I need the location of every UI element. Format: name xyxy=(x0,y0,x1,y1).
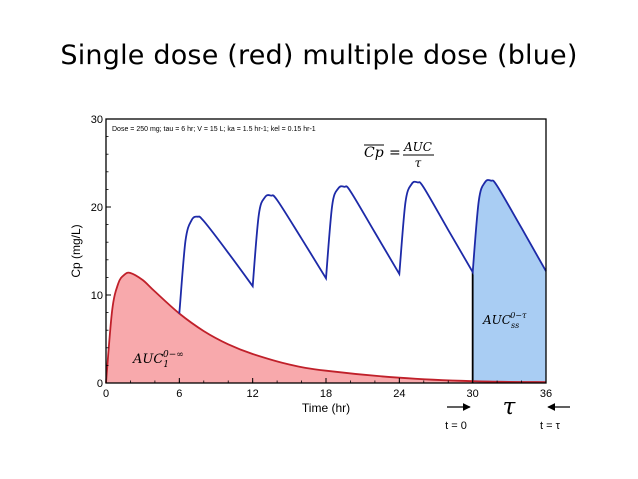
y-tick-label: 30 xyxy=(91,114,103,126)
auc-steady-state-area xyxy=(472,179,546,383)
series-lines xyxy=(105,179,547,384)
y-tick-label: 0 xyxy=(97,378,103,390)
y-axis-title: Cp (mg/L) xyxy=(69,224,83,277)
formula-lhs: Cp xyxy=(364,145,384,161)
axis-ticks: 0 6 12 18 24 30 36 0 10 20 30 xyxy=(91,114,552,400)
x-tick-label: 18 xyxy=(320,388,332,400)
x-axis-title: Time (hr) xyxy=(302,401,350,415)
tau-symbol: τ xyxy=(503,394,517,420)
t0-label: t = 0 xyxy=(445,420,467,432)
x-tick-label: 24 xyxy=(393,388,405,400)
multiple-dose-line xyxy=(178,179,547,314)
auc-single-dose-area xyxy=(106,272,546,383)
auc-steady-state-label: AUCss0−τ xyxy=(482,311,527,330)
single-dose-line xyxy=(105,271,547,384)
formula-equals: = xyxy=(389,145,401,161)
ttau-label: t = τ xyxy=(540,420,561,432)
average-cp-formula: Cp = AUC τ xyxy=(364,140,434,170)
y-tick-label: 20 xyxy=(91,202,103,214)
auc-areas xyxy=(106,179,546,383)
x-tick-label: 6 xyxy=(176,388,182,400)
x-tick-label: 30 xyxy=(467,388,479,400)
x-tick-label: 0 xyxy=(103,388,109,400)
formula-denominator: τ xyxy=(415,156,422,170)
x-tick-label: 12 xyxy=(247,388,259,400)
slide-title: Single dose (red) multiple dose (blue) xyxy=(60,40,578,71)
x-tick-label: 36 xyxy=(540,388,552,400)
auc-single-dose-label: AUC10−∞ xyxy=(132,350,184,370)
parameter-annotation: Dose = 250 mg; tau = 6 hr; V = 15 L; ka … xyxy=(112,126,316,133)
formula-numerator: AUC xyxy=(403,140,432,154)
y-tick-label: 10 xyxy=(91,290,103,302)
